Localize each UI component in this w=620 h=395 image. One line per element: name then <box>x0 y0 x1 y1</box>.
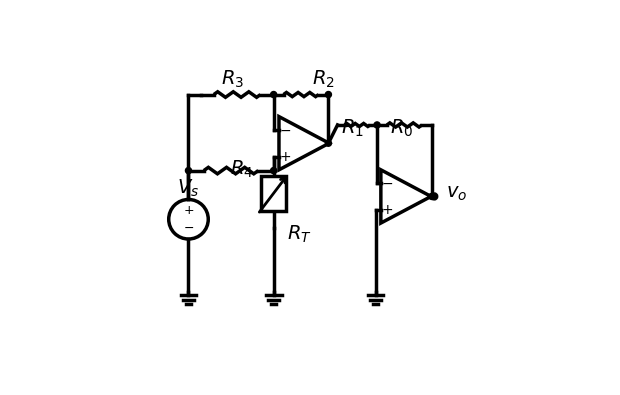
Circle shape <box>326 140 332 146</box>
Text: $-$: $-$ <box>279 123 291 137</box>
Text: $+$: $+$ <box>183 205 194 217</box>
Circle shape <box>185 167 192 174</box>
Circle shape <box>429 194 435 199</box>
Text: $R_T$: $R_T$ <box>287 224 312 245</box>
Circle shape <box>270 167 277 174</box>
Text: $-$: $-$ <box>381 176 393 190</box>
Text: $R_1$: $R_1$ <box>341 117 364 139</box>
Circle shape <box>374 122 380 128</box>
Circle shape <box>326 92 332 98</box>
Text: $+$: $+$ <box>381 203 393 217</box>
Circle shape <box>270 92 277 98</box>
Text: $V_s$: $V_s$ <box>177 178 200 199</box>
Text: $R_2$: $R_2$ <box>312 69 335 90</box>
Text: $-$: $-$ <box>183 221 194 234</box>
Text: $R_0$: $R_0$ <box>390 117 413 139</box>
Text: $R_4$: $R_4$ <box>230 158 254 180</box>
Bar <box>262 176 286 211</box>
Text: $+$: $+$ <box>279 150 291 164</box>
Text: $v_o$: $v_o$ <box>446 184 467 203</box>
Text: $R_3$: $R_3$ <box>221 69 244 90</box>
